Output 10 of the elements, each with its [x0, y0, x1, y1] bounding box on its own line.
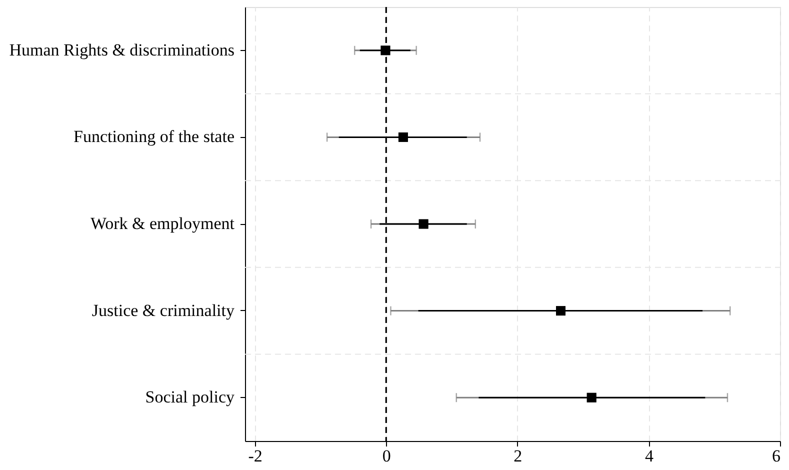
x-tick-label: 4	[644, 446, 654, 466]
y-tick-label: Justice & criminality	[92, 300, 235, 320]
y-tick-label: Functioning of the state	[73, 127, 234, 146]
x-tick-label: -2	[248, 446, 262, 466]
y-tick-label: Human Rights & discriminations	[9, 40, 234, 60]
x-tick-label: 0	[382, 446, 391, 466]
y-tick-label: Social policy	[145, 388, 235, 407]
x-tick-label: 6	[772, 446, 780, 466]
y-tick-label: Work & employment	[90, 214, 235, 233]
x-tick-label: 2	[514, 446, 522, 466]
